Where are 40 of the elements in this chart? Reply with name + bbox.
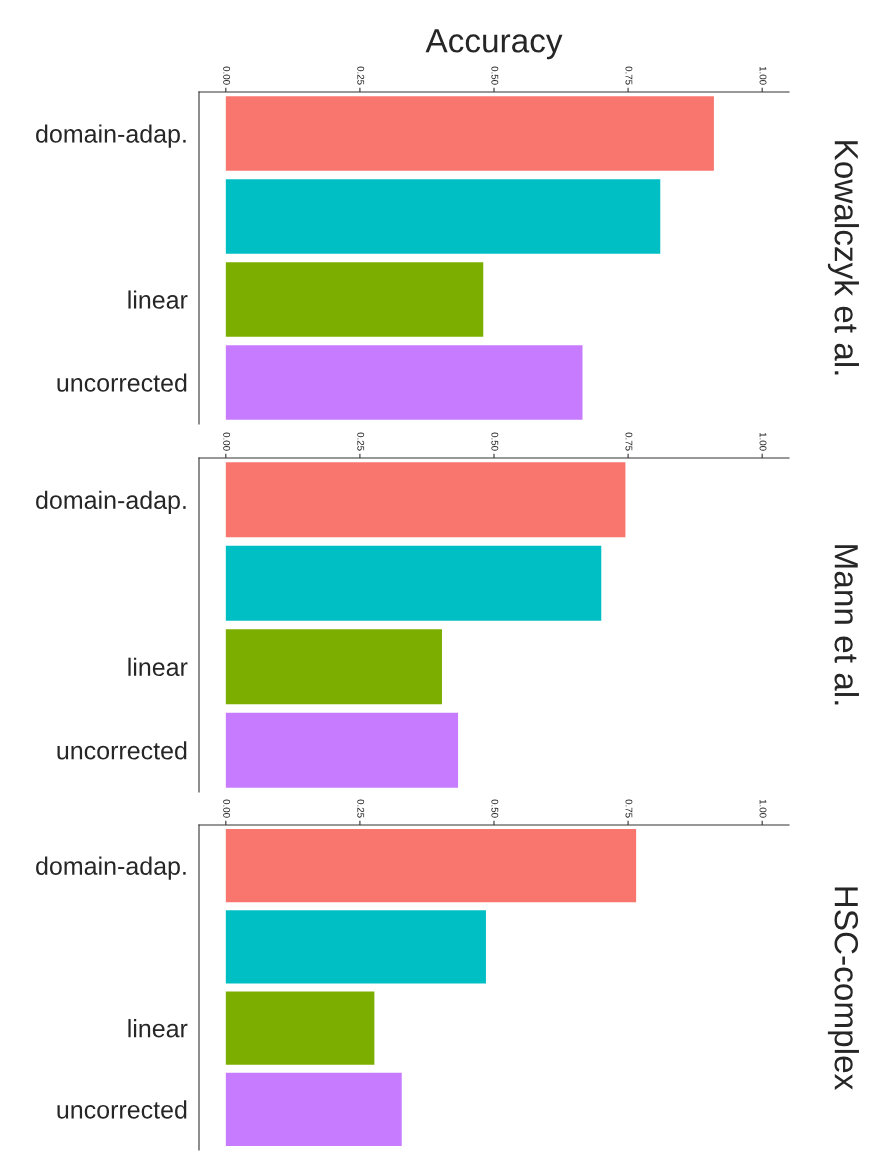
x-tick-label: 1.00 <box>759 432 767 451</box>
y-axis-title: Kowalczyk et al. <box>827 141 859 375</box>
x-tick-label: 0.75 <box>625 66 633 85</box>
bar <box>225 96 714 171</box>
x-tick-label: 0.00 <box>223 799 231 818</box>
x-axis-title: Accuracy <box>425 29 563 60</box>
y-tick-label: uncorrected <box>57 741 187 760</box>
x-tick-label: 0.25 <box>357 799 365 818</box>
bar <box>225 179 661 254</box>
bar <box>225 345 583 420</box>
x-tick-label: 0.25 <box>357 432 365 451</box>
bar <box>225 829 637 903</box>
x-tick-label: 0.00 <box>223 66 231 85</box>
y-tick-label: domain-adap. <box>36 124 186 148</box>
bar <box>225 1072 402 1146</box>
y-tick-label: linear <box>128 1019 188 1038</box>
bar <box>225 910 486 984</box>
bar <box>225 629 442 705</box>
bar <box>225 545 602 621</box>
y-tick-label: domain-adap. <box>36 856 186 880</box>
bar <box>225 991 375 1065</box>
bar <box>225 712 459 788</box>
x-tick-label: 0.50 <box>491 66 499 85</box>
y-tick-label: linear <box>128 290 188 309</box>
y-tick-label: uncorrected <box>57 373 187 392</box>
y-axis-title: Mann et al. <box>834 545 859 705</box>
x-tick-label: 0.25 <box>357 66 365 85</box>
x-tick-label: 0.00 <box>223 432 231 451</box>
x-tick-label: 0.50 <box>491 799 499 818</box>
y-axis-title: HSC-complex <box>827 887 859 1090</box>
x-tick-label: 0.75 <box>625 432 633 451</box>
x-tick-label: 1.00 <box>759 66 767 85</box>
x-tick-label: 1.00 <box>759 799 767 818</box>
y-tick-label: domain-adap. <box>36 490 186 514</box>
x-tick-label: 0.50 <box>491 432 499 451</box>
y-tick-label: uncorrected <box>57 1100 187 1119</box>
bar <box>225 462 626 538</box>
x-tick-label: 0.75 <box>625 799 633 818</box>
y-tick-label: linear <box>128 657 188 677</box>
bar <box>225 262 484 337</box>
